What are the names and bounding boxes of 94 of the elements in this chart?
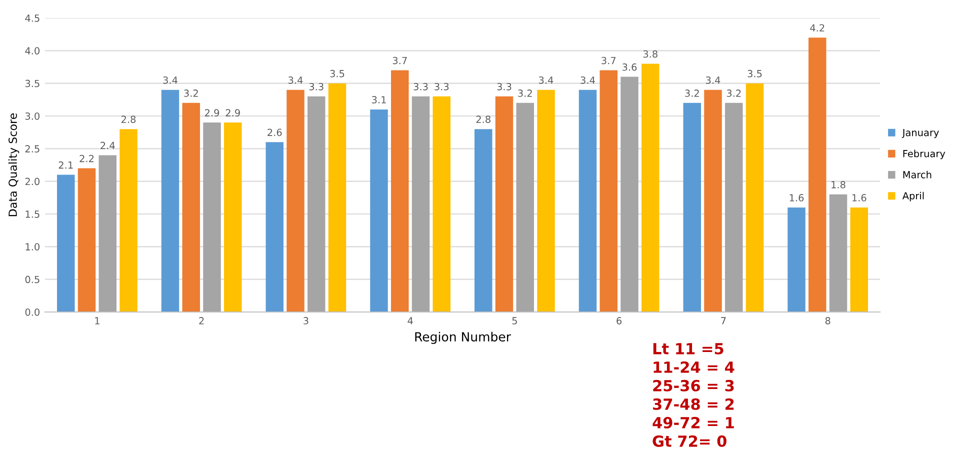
- data-label: 3.1: [372, 96, 386, 104]
- data-label: 2.2: [80, 154, 94, 162]
- x-tick-label: 4: [408, 317, 413, 324]
- x-tick-label: 6: [616, 317, 622, 324]
- data-label: 2.9: [226, 109, 240, 116]
- bar: [266, 142, 284, 312]
- legend-label: February: [903, 150, 946, 160]
- bar: [182, 102, 200, 312]
- text: Gt 72= 0: [652, 435, 726, 447]
- bar: [370, 109, 388, 312]
- legend-label: March: [903, 170, 932, 178]
- data-label: 2.8: [121, 116, 136, 124]
- legend-label: April: [902, 192, 924, 202]
- bar: [516, 102, 534, 312]
- y-tick-label: 0.5: [25, 276, 40, 284]
- x-tick-label: 5: [512, 317, 517, 324]
- bar: [704, 90, 722, 312]
- x-tick-label: 3: [304, 317, 308, 324]
- data-label: 2.6: [268, 128, 282, 136]
- data-label: 3.4: [288, 76, 303, 84]
- data-label: 2.1: [58, 161, 73, 169]
- y-tick-label: 1.0: [26, 243, 40, 250]
- data-label: 3.5: [330, 70, 344, 78]
- data-label: 3.3: [414, 82, 428, 90]
- bar: [474, 129, 492, 312]
- bar: [850, 207, 868, 312]
- text: Lt 11 =5: [653, 343, 724, 354]
- data-label: 3.2: [518, 90, 532, 97]
- data-label: 4.2: [810, 24, 824, 32]
- data-label: 1.6: [790, 194, 804, 202]
- data-label: 3.4: [580, 76, 595, 84]
- bar: [495, 96, 514, 312]
- y-tick-label: 2.0: [25, 178, 40, 186]
- data-label: 3.4: [163, 76, 178, 84]
- data-label: 2.4: [100, 142, 115, 150]
- bar: [725, 102, 743, 312]
- bar: [308, 96, 326, 312]
- bar: [161, 90, 180, 312]
- text: 25-36 = 3: [653, 380, 734, 392]
- data-label: 3.8: [643, 50, 658, 58]
- data-label: 3.3: [434, 82, 449, 90]
- data-label: 3.2: [726, 90, 741, 97]
- y-tick-label: 4.5: [25, 14, 40, 22]
- bar: [391, 70, 409, 312]
- bar: [746, 83, 764, 312]
- bar: [432, 96, 450, 312]
- data-label: 2.9: [204, 109, 220, 116]
- data-label: 2.8: [476, 116, 490, 124]
- bar: [286, 90, 304, 312]
- y-tick-label: 0.0: [25, 308, 40, 316]
- data-label: 3.2: [184, 90, 198, 97]
- y-axis-title: Data Quality Score: [8, 113, 20, 216]
- data-label: 3.3: [497, 82, 512, 90]
- bar: [537, 90, 555, 312]
- data-label: 1.8: [832, 180, 846, 188]
- data-label: 3.7: [392, 56, 407, 64]
- y-tick-label: 2.5: [25, 145, 40, 152]
- legend-label: January: [902, 128, 939, 138]
- bar: [683, 102, 701, 312]
- data-label: 3.6: [622, 63, 637, 71]
- bar: [412, 96, 430, 312]
- y-tick-label: 4.0: [25, 47, 40, 54]
- data-label: 3.4: [706, 76, 720, 84]
- x-tick-label: 8: [825, 317, 830, 324]
- bar: [328, 83, 346, 312]
- x-tick-label: 2: [199, 317, 204, 324]
- data-label: 3.7: [602, 56, 616, 64]
- x-tick-label: 7: [721, 317, 726, 324]
- bar: [600, 70, 618, 312]
- bar: [642, 64, 660, 312]
- data-label: 3.5: [748, 70, 762, 78]
- bar: [98, 155, 116, 312]
- bar: [203, 122, 221, 312]
- bar: [808, 38, 826, 312]
- bar: [57, 174, 75, 312]
- text: 37-48 = 2: [653, 398, 734, 410]
- data-label: 3.4: [539, 76, 554, 84]
- text: 11-24 = 4: [654, 361, 734, 373]
- x-axis-title: Region Number: [415, 332, 511, 344]
- data-label: 1.6: [852, 194, 866, 202]
- y-tick-label: 3.5: [25, 80, 40, 88]
- y-tick-label: 3.0: [25, 112, 40, 120]
- bar: [120, 129, 138, 312]
- bar: [578, 90, 597, 312]
- x-tick-label: 1: [95, 317, 100, 324]
- data-label: 3.2: [685, 90, 699, 97]
- y-tick-label: 1.5: [26, 210, 40, 218]
- text: 49-72 = 1: [652, 416, 734, 428]
- bar: [224, 122, 242, 312]
- bar: [620, 76, 638, 312]
- bar: [788, 207, 806, 312]
- data-label: 3.3: [309, 82, 324, 90]
- bar: [78, 168, 96, 312]
- bar: [829, 194, 848, 312]
